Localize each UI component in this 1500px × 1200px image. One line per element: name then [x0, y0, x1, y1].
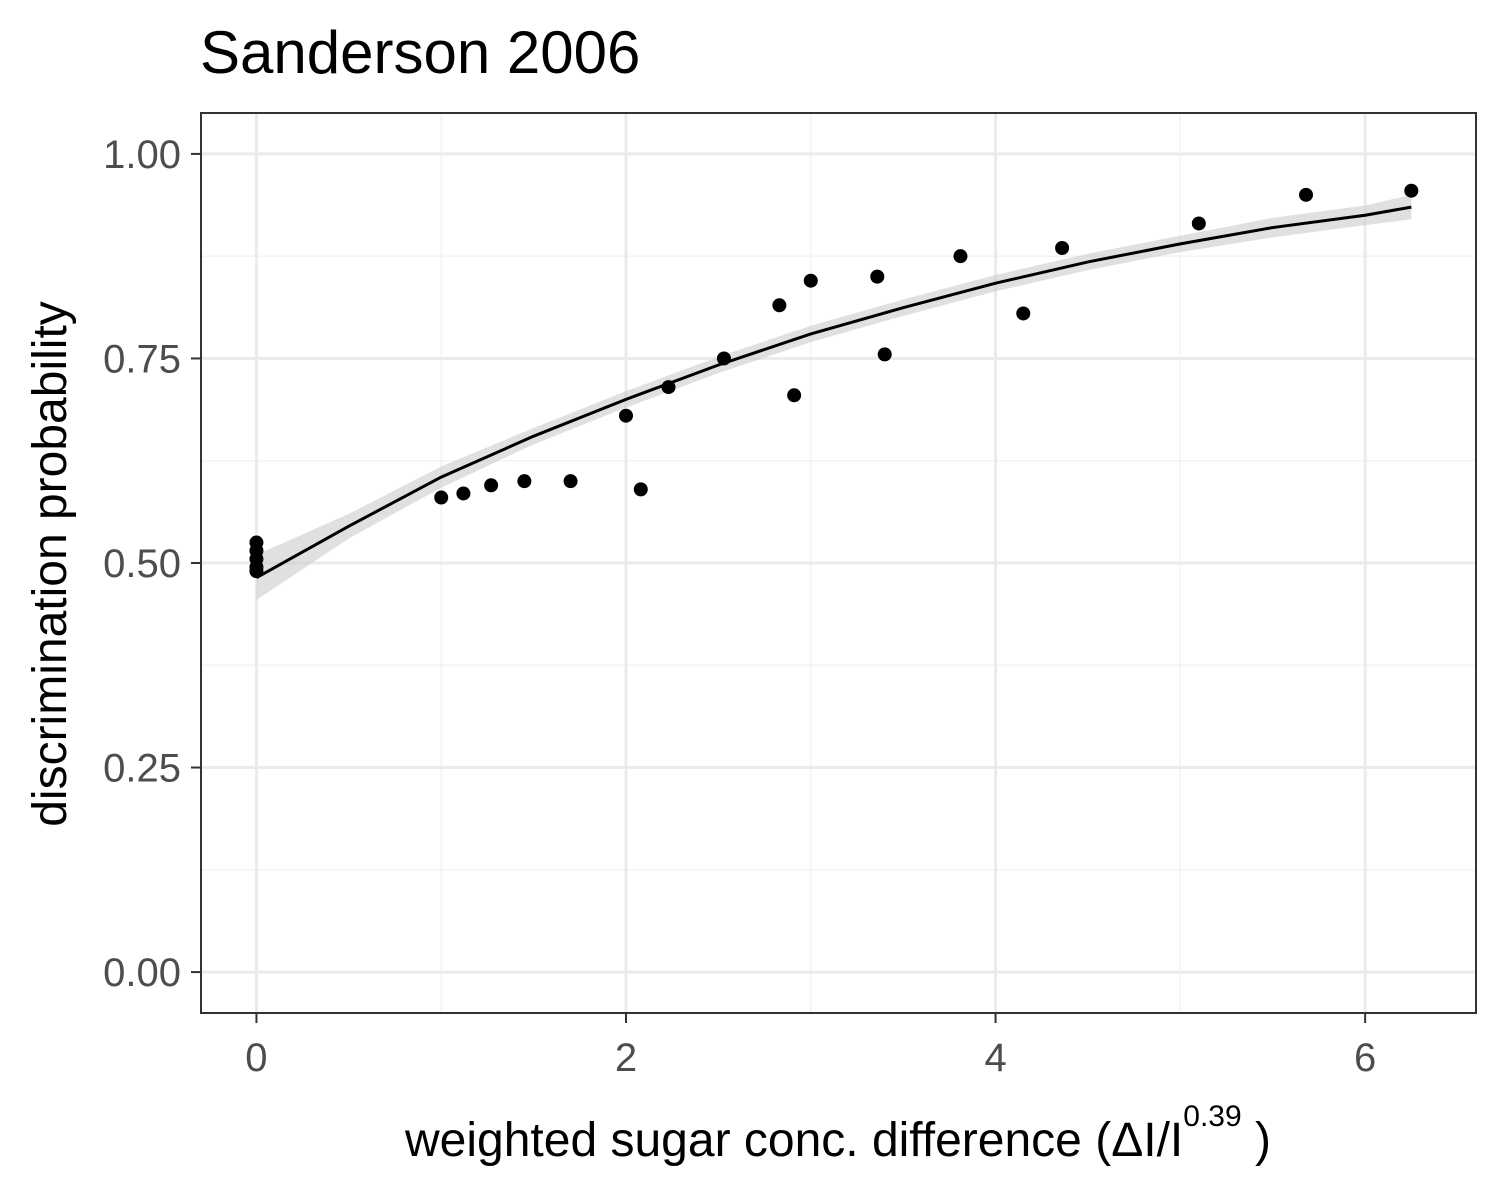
data-point — [563, 474, 578, 489]
y-tick-label: 1.00 — [103, 133, 181, 177]
data-point — [1299, 187, 1313, 202]
x-axis-title: weighted sugar conc. difference (ΔI/I0.3… — [404, 1100, 1271, 1167]
x-tick-label: 0 — [245, 1036, 267, 1080]
y-tick-label: 0.00 — [103, 951, 181, 995]
data-point — [517, 474, 532, 489]
data-point — [953, 249, 968, 264]
data-point — [877, 347, 892, 362]
data-point — [716, 351, 731, 366]
data-point — [249, 564, 264, 579]
data-point — [1016, 306, 1031, 321]
y-axis-ticks: 0.00 0.25 0.50 0.75 1.00 — [103, 133, 201, 995]
x-axis-title-superscript: 0.39 — [1183, 1100, 1241, 1133]
x-tick-label: 2 — [615, 1036, 637, 1080]
chart-title: Sanderson 2006 — [200, 19, 640, 86]
x-tick-label: 4 — [984, 1036, 1006, 1080]
major-gridlines — [201, 113, 1476, 1013]
x-axis-ticks: 0 2 4 6 — [245, 1013, 1376, 1080]
data-points — [249, 183, 1419, 579]
y-tick-label: 0.50 — [103, 542, 181, 586]
data-point — [619, 408, 633, 423]
data-point — [772, 298, 787, 313]
x-axis-title-close: ) — [1242, 1114, 1271, 1167]
data-point — [661, 380, 676, 395]
minor-gridlines — [201, 113, 1476, 1013]
data-point — [870, 269, 885, 284]
data-point — [803, 273, 818, 288]
data-point — [633, 482, 648, 497]
data-point — [484, 478, 499, 493]
data-point — [1055, 241, 1070, 255]
y-axis-title: discrimination probability — [24, 301, 77, 827]
y-tick-label: 0.25 — [103, 747, 181, 791]
x-tick-label: 6 — [1354, 1036, 1376, 1080]
data-point — [1191, 216, 1206, 231]
data-point — [434, 490, 449, 505]
data-point — [1404, 183, 1419, 198]
data-point — [787, 388, 802, 403]
data-point — [456, 486, 471, 501]
fit-line — [255, 205, 1412, 580]
x-axis-title-main: weighted sugar conc. difference (ΔI/I — [404, 1114, 1183, 1167]
y-tick-label: 0.75 — [103, 337, 181, 381]
